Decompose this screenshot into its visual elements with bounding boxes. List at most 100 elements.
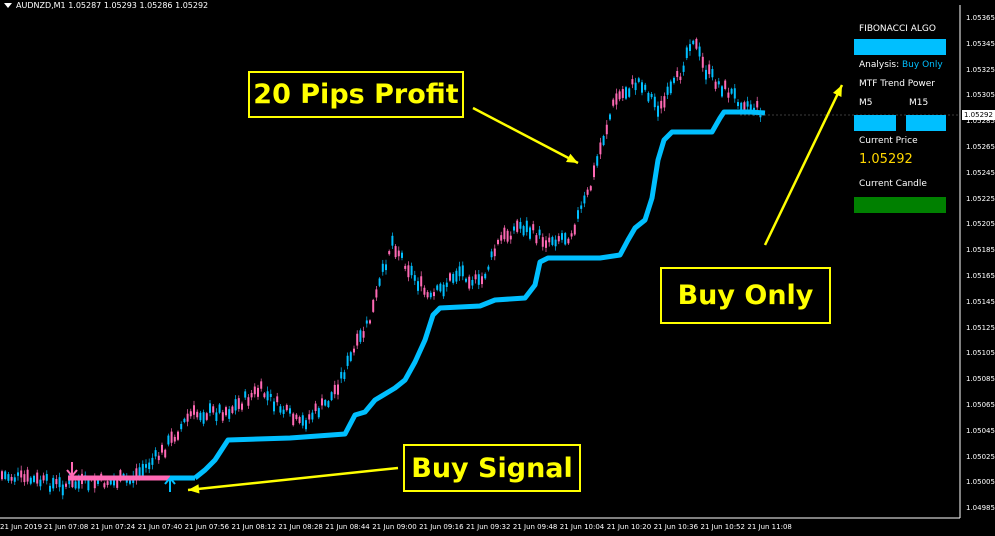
candle-body (743, 102, 746, 113)
candle-body (250, 392, 253, 398)
candle-body (676, 71, 679, 78)
candle-body (532, 224, 535, 231)
candle-body (705, 69, 707, 80)
candle-body (20, 470, 23, 478)
x-tick-label: 21 Jun 09:48 (512, 523, 558, 531)
candle-body (756, 101, 759, 108)
candle-body (292, 413, 295, 426)
candle-body (58, 477, 61, 488)
candle-body (420, 276, 423, 287)
analysis-value: Buy Only (902, 60, 943, 70)
candle-body (234, 399, 237, 411)
y-tick-label: 1.05325 (966, 65, 995, 74)
candle-body (205, 413, 208, 420)
candle-body (343, 372, 346, 379)
candle-body (359, 330, 362, 342)
candle-body (1, 471, 3, 480)
candle-body (596, 156, 599, 166)
candle-body (593, 165, 595, 178)
candle-body (157, 455, 160, 461)
candle-body (314, 403, 317, 412)
candle-body (545, 240, 547, 248)
candle-body (410, 265, 413, 276)
y-tick-label: 1.05365 (966, 14, 995, 22)
candle-body (68, 477, 71, 485)
candle-body (199, 412, 202, 421)
candle-body (170, 431, 173, 443)
candle-body (33, 475, 35, 482)
mtf-label: MTF Trend Power (859, 79, 936, 89)
candle-body (269, 393, 272, 397)
candle-body (228, 409, 231, 419)
current-candle-label: Current Candle (859, 179, 927, 189)
candle-body (385, 264, 387, 271)
candle-body (433, 292, 435, 297)
buy-only-pointer-arrow-head (832, 85, 842, 97)
candle-body (513, 226, 515, 231)
candle-body (746, 101, 749, 107)
y-tick-label: 1.05265 (966, 143, 995, 151)
candle-body (583, 195, 586, 204)
candle-body (701, 56, 704, 68)
candle-body (609, 114, 611, 120)
candle-body (388, 251, 391, 255)
candle-body (29, 477, 32, 484)
candle-body (215, 412, 218, 422)
candle-body (391, 235, 394, 246)
buy-only-pointer-arrow (763, 84, 844, 246)
candle-body (209, 403, 211, 413)
candle-body (644, 84, 647, 90)
x-tick-label: 21 Jun 09:16 (419, 523, 464, 531)
candle-body (87, 479, 90, 491)
panel-title: FIBONACCI ALGO (859, 24, 936, 34)
candle-body (660, 100, 663, 109)
candle-body (349, 352, 352, 361)
candle-body (730, 88, 733, 94)
candle-body (605, 124, 608, 135)
candle-body (564, 233, 567, 245)
candle-body (202, 412, 205, 424)
candle-body (45, 474, 48, 481)
candle-body (324, 399, 327, 406)
dropdown-triangle-icon[interactable] (4, 3, 12, 8)
candle-body (186, 413, 189, 422)
candle-body (417, 281, 419, 291)
profit-callout: 20 Pips Profit (248, 71, 464, 118)
candle-body (740, 102, 743, 110)
candle-body (279, 406, 282, 413)
candle-body (161, 444, 163, 453)
x-tick-label: 21 Jun 2019 (0, 523, 43, 531)
candle-body (708, 64, 711, 75)
candle-body (221, 412, 224, 421)
candle-body (570, 233, 573, 237)
candle-body (525, 220, 528, 233)
candle-body (449, 273, 451, 281)
x-tick-label: 21 Jun 10:20 (606, 523, 652, 531)
current-candle-bar (854, 197, 946, 213)
candle-body (721, 86, 723, 97)
candle-body (637, 78, 640, 82)
candle-body (423, 287, 426, 295)
candle-body (500, 235, 503, 241)
candle-body (356, 333, 359, 346)
candle-body (733, 88, 736, 99)
y-tick-label: 1.04985 (966, 504, 995, 513)
candle-body (372, 299, 375, 312)
candle-body (602, 135, 605, 146)
candle-body (65, 483, 67, 487)
candle-body (263, 393, 266, 398)
candle-body (17, 472, 19, 476)
candle-body (151, 457, 154, 465)
x-tick-label: 21 Jun 10:36 (653, 523, 699, 531)
candle-body (285, 405, 288, 411)
current-price-value: 1.05292 (859, 152, 913, 167)
x-tick-label: 21 Jun 07:40 (137, 523, 183, 531)
candle-body (177, 431, 179, 440)
candle-body (61, 484, 64, 496)
candle-body (276, 396, 279, 403)
candle-body (308, 414, 311, 420)
candle-body (628, 88, 631, 97)
candle-body (458, 266, 461, 277)
tf-m15-bar (906, 115, 946, 131)
